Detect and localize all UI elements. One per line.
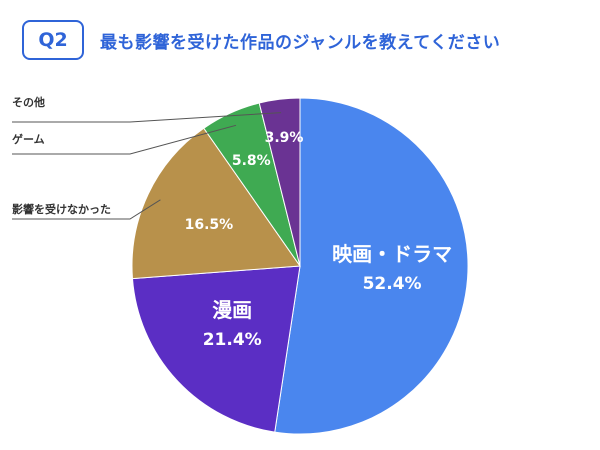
pie-slice <box>131 265 301 433</box>
slice-label: 影響を受けなかった <box>12 202 111 216</box>
pie-slice <box>274 97 469 435</box>
slice-value-label: 3.9% <box>265 130 304 146</box>
leader-line <box>12 124 237 155</box>
slice-label: ゲーム <box>12 132 45 146</box>
slice-label: その他 <box>12 95 45 109</box>
slice-value-label: 5.8% <box>232 153 271 169</box>
slice-label: 漫画 <box>212 298 252 322</box>
leader-line <box>12 199 161 220</box>
slice-value-label: 21.4% <box>203 330 262 350</box>
question-text: 最も影響を受けた作品のジャンルを教えてください <box>100 32 501 53</box>
slice-label: 映画・ドラマ <box>332 242 452 266</box>
slice-value-label: 52.4% <box>363 274 422 294</box>
pie-slice <box>258 97 301 267</box>
leader-line <box>12 112 282 123</box>
question-header: Q2 最も影響を受けた作品のジャンルを教えてください <box>22 18 500 62</box>
slice-value-label: 16.5% <box>185 217 234 233</box>
question-number-badge: Q2 <box>22 20 84 60</box>
